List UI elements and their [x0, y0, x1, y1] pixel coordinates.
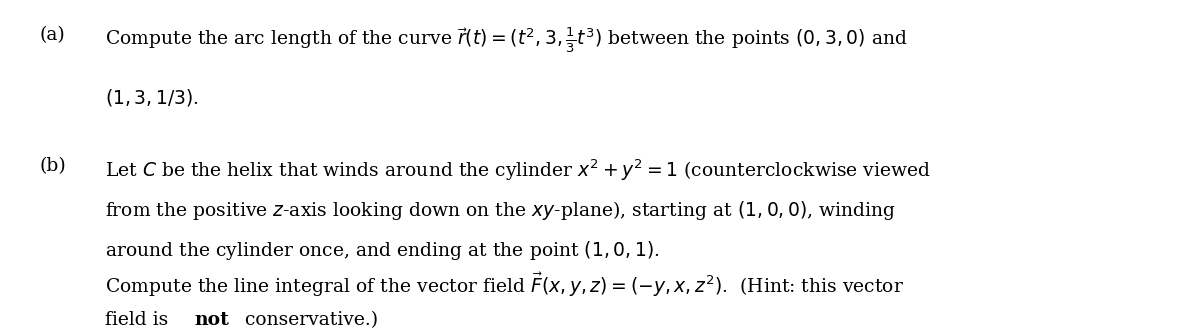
Text: Compute the line integral of the vector field $\vec{F}(x, y, z) = (-y, x, z^2)$.: Compute the line integral of the vector … — [106, 271, 905, 299]
Text: around the cylinder once, and ending at the point $(1, 0, 1)$.: around the cylinder once, and ending at … — [106, 239, 660, 262]
Text: field is: field is — [106, 311, 175, 329]
Text: (a): (a) — [40, 26, 66, 44]
Text: conservative.): conservative.) — [239, 311, 378, 329]
Text: not: not — [194, 311, 229, 329]
Text: Compute the arc length of the curve $\vec{r}(t) = (t^2, 3, \frac{1}{3}t^3)$ betw: Compute the arc length of the curve $\ve… — [106, 26, 908, 55]
Text: from the positive $z$-axis looking down on the $xy$-plane), starting at $(1, 0, : from the positive $z$-axis looking down … — [106, 199, 896, 222]
Text: Let $C$ be the helix that winds around the cylinder $x^2 + y^2 = 1$ (countercloc: Let $C$ be the helix that winds around t… — [106, 158, 931, 183]
Text: $(1, 3, 1/3)$.: $(1, 3, 1/3)$. — [106, 87, 199, 108]
Text: (b): (b) — [40, 158, 67, 175]
